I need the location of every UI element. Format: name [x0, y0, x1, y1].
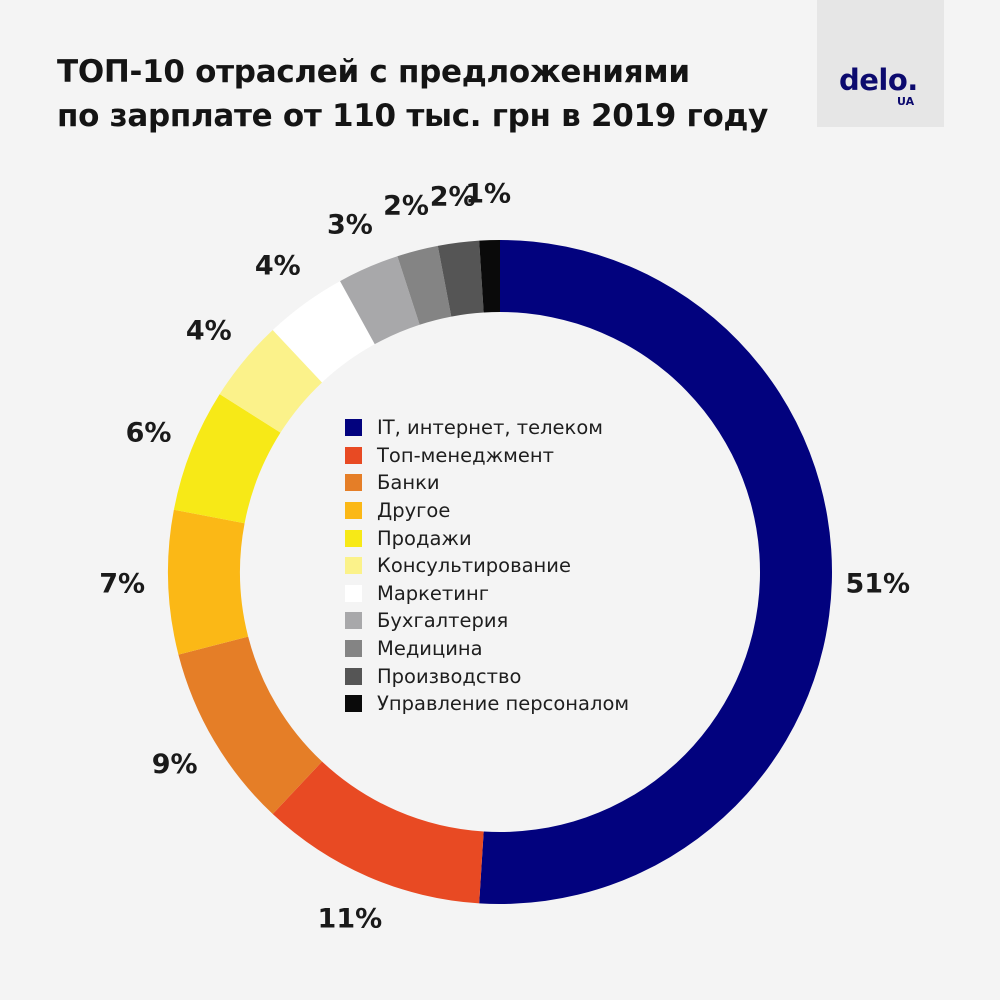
- slice-label-бухгалтерия: 3%: [327, 210, 373, 241]
- donut-slice-медицина: [397, 245, 452, 325]
- chart-legend: IT, интернет, телеком Топ-менеджмент Банки…: [345, 414, 629, 718]
- legend-item-управление-персоналом: Управление персоналом: [345, 690, 629, 718]
- legend-label: Банки: [377, 471, 440, 495]
- legend-swatch: [345, 557, 362, 575]
- donut-slice-бухгалтерия: [340, 256, 420, 345]
- logo-suffix: UA: [897, 95, 915, 108]
- legend-swatch: [345, 474, 362, 492]
- logo-wordmark: delo.: [839, 63, 918, 97]
- legend-item-медицина: Медицина: [345, 635, 629, 663]
- donut-slice-продажи: [173, 394, 281, 524]
- slice-label-it-интернет-телеком: 51%: [845, 568, 910, 599]
- legend-swatch: [345, 529, 362, 547]
- slice-label-продажи: 6%: [126, 417, 172, 448]
- donut-slice-топ-менеджмент: [272, 761, 484, 904]
- slice-label-медицина: 2%: [383, 190, 429, 221]
- donut-slice-it-интернет-телеком: [479, 240, 833, 905]
- legend-item-продажи: Продажи: [345, 524, 629, 552]
- legend-label: Продажи: [377, 526, 472, 550]
- donut-slice-производство: [437, 240, 484, 317]
- legend-swatch: [345, 612, 362, 630]
- legend-label: Другое: [377, 499, 451, 523]
- chart-title-line-1: ТОП-10 отраслей с предложениями: [57, 54, 690, 90]
- donut-slice-банки: [178, 636, 323, 815]
- legend-swatch: [345, 584, 362, 602]
- legend-item-маркетинг: Маркетинг: [345, 580, 629, 608]
- legend-label: Топ-менеджмент: [377, 443, 554, 467]
- donut-slice-другое: [168, 509, 249, 655]
- slice-label-топ-менеджмент: 11%: [318, 903, 383, 934]
- chart-title: ТОП-10 отраслей с предложениями по зарпл…: [57, 50, 768, 138]
- chart-title-line-2: по зарплате от 110 тыс. грн в 2019 году: [57, 98, 769, 134]
- legend-swatch: [345, 640, 362, 658]
- legend-label: Маркетинг: [377, 581, 489, 605]
- donut-slice-управление-персоналом: [479, 240, 500, 313]
- legend-item-другое: Другое: [345, 497, 629, 525]
- donut-slice-маркетинг: [272, 281, 375, 383]
- slice-label-управление-персоналом: 1%: [465, 179, 511, 210]
- legend-swatch: [345, 695, 362, 713]
- slice-label-другое: 7%: [99, 568, 145, 599]
- donut-slice-консультирование: [219, 329, 323, 433]
- slice-label-маркетинг: 4%: [255, 251, 301, 282]
- legend-swatch: [345, 419, 362, 437]
- legend-swatch: [345, 446, 362, 464]
- legend-item-it-интернет-телеком: IT, интернет, телеком: [345, 414, 629, 442]
- delo-logo: delo. UA: [817, 0, 944, 127]
- legend-swatch: [345, 502, 362, 520]
- legend-label: Бухгалтерия: [377, 609, 509, 633]
- legend-label: IT, интернет, телеком: [377, 416, 603, 440]
- legend-label: Медицина: [377, 637, 483, 661]
- legend-swatch: [345, 667, 362, 685]
- slice-label-производство: 2%: [430, 181, 476, 212]
- slice-label-банки: 9%: [152, 749, 198, 780]
- legend-item-консультирование: Консультирование: [345, 552, 629, 580]
- legend-item-производство: Производство: [345, 662, 629, 690]
- legend-label: Производство: [377, 664, 522, 688]
- legend-item-банки: Банки: [345, 469, 629, 497]
- slice-label-консультирование: 4%: [186, 316, 232, 347]
- legend-item-топ-менеджмент: Топ-менеджмент: [345, 442, 629, 470]
- legend-item-бухгалтерия: Бухгалтерия: [345, 607, 629, 635]
- legend-label: Управление персоналом: [377, 692, 630, 716]
- legend-label: Консультирование: [377, 554, 571, 578]
